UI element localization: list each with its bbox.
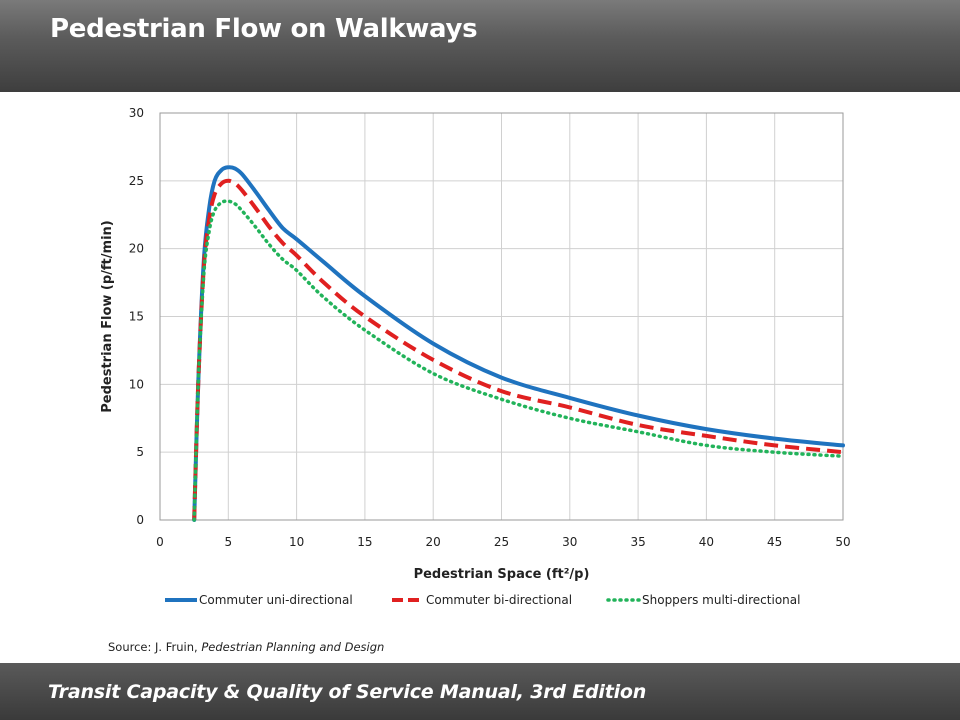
chart-gridlines: [159, 112, 844, 521]
source-citation: Source: J. Fruin, Pedestrian Planning an…: [108, 640, 384, 654]
x-axis-label: Pedestrian Space (ft²/p): [414, 567, 590, 582]
x-tick-label: 40: [699, 535, 714, 549]
source-work-title: Pedestrian Planning and Design: [201, 640, 385, 654]
y-tick-label: 15: [129, 310, 144, 324]
x-tick-label: 30: [562, 535, 577, 549]
x-tick-label: 0: [156, 535, 164, 549]
plot-area-frame: [159, 112, 844, 521]
x-tick-label: 25: [494, 535, 509, 549]
y-tick-label: 0: [136, 513, 144, 527]
y-tick-label: 20: [129, 242, 144, 256]
legend-label: Commuter uni-directional: [199, 593, 353, 607]
footer-text: Transit Capacity & Quality of Service Ma…: [48, 681, 647, 703]
source-prefix: Source: J. Fruin,: [108, 640, 202, 654]
x-tick-label: 20: [426, 535, 441, 549]
series-line: [192, 199, 845, 522]
legend-label: Commuter bi-directional: [426, 593, 572, 607]
chart-legend: Commuter uni-directional Commuter bi-dire…: [165, 593, 800, 607]
chart-series: [192, 165, 845, 522]
y-tick-label: 25: [129, 174, 144, 188]
x-tick-label: 15: [357, 535, 372, 549]
series-line: [192, 165, 845, 522]
x-tick-label: 45: [767, 535, 782, 549]
footer-bar: Transit Capacity & Quality of Service Ma…: [0, 663, 960, 720]
y-tick-label: 30: [129, 106, 144, 120]
y-tick-label: 5: [136, 445, 144, 459]
x-tick-label: 10: [289, 535, 304, 549]
y-axis-ticks: 0 5 10 15 20 25 30: [129, 106, 144, 527]
x-tick-label: 50: [835, 535, 850, 549]
series-line: [192, 178, 844, 521]
legend-label: Shoppers multi-directional: [642, 593, 800, 607]
x-axis-ticks: 0 5 10 15 20 25 30 35 40 45 50: [156, 535, 850, 549]
x-tick-label: 35: [630, 535, 645, 549]
title-bar: Pedestrian Flow on Walkways: [0, 0, 960, 92]
y-tick-label: 10: [129, 377, 144, 391]
y-axis-label: Pedestrian Flow (p/ft/min): [100, 220, 115, 412]
x-tick-label: 5: [224, 535, 232, 549]
page-title: Pedestrian Flow on Walkways: [50, 14, 478, 44]
